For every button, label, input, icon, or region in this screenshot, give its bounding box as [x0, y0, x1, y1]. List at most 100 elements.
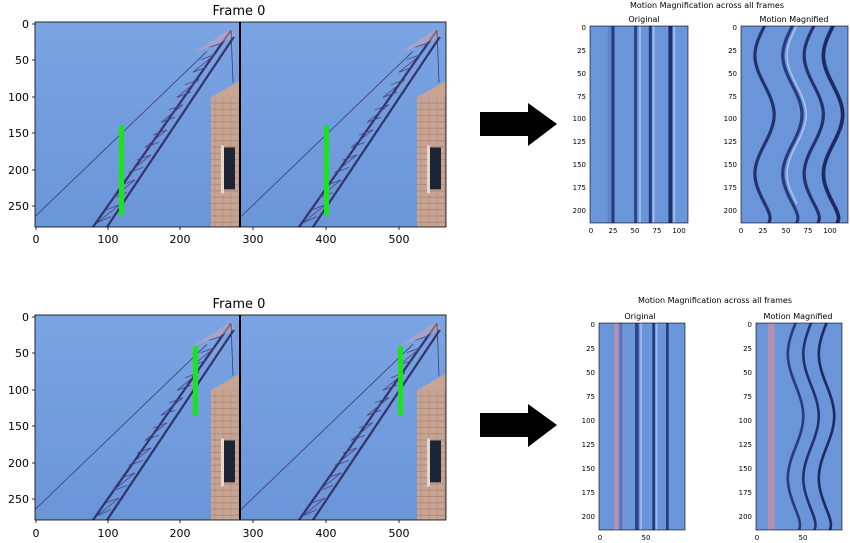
- x-tick-label: 0: [33, 233, 40, 246]
- frame-title: Frame 0: [213, 4, 266, 19]
- y-tick-label: 150: [8, 420, 29, 433]
- row-1: Frame 0 0 50 100 150 200 250: [8, 1, 849, 246]
- y-tick-label: 50: [586, 369, 595, 377]
- panel-x-axis-right: 0 50: [755, 534, 808, 542]
- panel-y-axis-right: 0 25 50 75 100 125 150 175 200: [739, 321, 752, 521]
- y-tick-label: 125: [739, 441, 752, 449]
- x-tick-label: 100: [823, 227, 836, 235]
- y-tick-label: 100: [8, 91, 29, 104]
- panel-y-axis-right: 0 25 50 75 100 125 150 175 200: [724, 24, 737, 215]
- y-tick-label: 175: [573, 184, 586, 192]
- y-tick-label: 250: [8, 493, 29, 506]
- frame-title: Frame 0: [213, 297, 266, 312]
- y-tick-label: 150: [8, 127, 29, 140]
- panel-x-axis-left: 0 25 50 75 100: [589, 227, 686, 235]
- panel-title-magnified: Motion Magnified: [764, 312, 833, 321]
- y-tick-label: 125: [724, 138, 737, 146]
- x-tick-label: 50: [642, 534, 651, 542]
- panel-title-magnified: Motion Magnified: [760, 15, 829, 24]
- x-tick-label: 500: [389, 527, 410, 540]
- y-tick-label: 75: [577, 93, 586, 101]
- y-tick-label: 25: [586, 345, 595, 353]
- y-tick-label: 125: [573, 138, 586, 146]
- x-tick-label: 200: [170, 527, 191, 540]
- panel-original: [598, 322, 686, 531]
- x-tick-label: 100: [98, 527, 119, 540]
- x-tick-label: 0: [33, 527, 40, 540]
- y-tick-label: 200: [582, 513, 595, 521]
- frame-x-axis: 0 100 200 300 400 500: [33, 227, 410, 246]
- y-tick-label: 25: [728, 47, 737, 55]
- y-tick-label: 150: [582, 465, 595, 473]
- x-tick-label: 50: [799, 534, 808, 542]
- x-tick-label: 200: [170, 233, 191, 246]
- y-tick-label: 175: [724, 184, 737, 192]
- y-tick-label: 200: [8, 164, 29, 177]
- y-tick-label: 250: [8, 200, 29, 213]
- x-tick-label: 0: [755, 534, 759, 542]
- panel-magnified: [755, 322, 843, 531]
- mm-title: Motion Magnification across all frames: [630, 1, 784, 10]
- marker-line: [398, 346, 403, 415]
- y-tick-label: 150: [739, 465, 752, 473]
- x-tick-label: 100: [672, 227, 685, 235]
- x-tick-label: 75: [653, 227, 662, 235]
- y-tick-label: 125: [582, 441, 595, 449]
- arrow-right-icon: [480, 404, 557, 447]
- panel-title-original: Original: [628, 15, 659, 24]
- frame-image: [34, 21, 447, 228]
- y-tick-label: 50: [15, 54, 29, 67]
- panel-y-axis-left: 0 25 50 75 100 125 150 175 200: [573, 24, 586, 215]
- mm-title: Motion Magnification across all frames: [638, 296, 792, 305]
- y-tick-label: 50: [728, 70, 737, 78]
- panel-original: [589, 25, 689, 224]
- panel-x-axis-left: 0 50: [598, 534, 651, 542]
- marker-line: [324, 125, 329, 216]
- y-tick-label: 75: [586, 393, 595, 401]
- y-tick-label: 25: [743, 345, 752, 353]
- y-tick-label: 0: [22, 311, 29, 324]
- y-tick-label: 200: [739, 513, 752, 521]
- x-tick-label: 50: [631, 227, 640, 235]
- x-tick-label: 0: [739, 227, 743, 235]
- marker-line: [119, 125, 124, 216]
- y-tick-label: 0: [733, 24, 737, 32]
- y-tick-label: 50: [743, 369, 752, 377]
- y-tick-label: 50: [577, 70, 586, 78]
- y-tick-label: 100: [739, 417, 752, 425]
- frame-y-axis: 0 50 100 150 200 250: [8, 311, 35, 506]
- arrow-right-icon: [480, 103, 557, 146]
- panel-x-axis-right: 0 25 50 75 100: [739, 227, 837, 235]
- frame-x-axis: 0 100 200 300 400 500: [33, 520, 410, 540]
- x-tick-label: 0: [598, 534, 602, 542]
- x-tick-label: 400: [316, 527, 337, 540]
- row-2: Frame 0 0 50 100 150 200 250: [8, 296, 843, 542]
- x-tick-label: 500: [389, 233, 410, 246]
- x-tick-label: 0: [589, 227, 593, 235]
- panel-title-original: Original: [624, 312, 655, 321]
- y-tick-label: 25: [577, 47, 586, 55]
- marker-line: [193, 346, 198, 415]
- x-tick-label: 75: [804, 227, 813, 235]
- y-tick-label: 175: [739, 489, 752, 497]
- x-tick-label: 100: [98, 233, 119, 246]
- y-tick-label: 200: [573, 207, 586, 215]
- panel-y-axis-left: 0 25 50 75 100 125 150 175 200: [582, 321, 595, 521]
- y-tick-label: 0: [591, 321, 595, 329]
- y-tick-label: 100: [724, 115, 737, 123]
- y-tick-label: 100: [8, 384, 29, 397]
- y-tick-label: 0: [748, 321, 752, 329]
- frame-y-axis: 0 50 100 150 200 250: [8, 18, 35, 213]
- y-tick-label: 75: [743, 393, 752, 401]
- x-tick-label: 25: [609, 227, 618, 235]
- y-tick-label: 100: [573, 115, 586, 123]
- x-tick-label: 300: [243, 527, 264, 540]
- x-tick-label: 400: [316, 233, 337, 246]
- x-tick-label: 50: [782, 227, 791, 235]
- y-tick-label: 200: [724, 207, 737, 215]
- y-tick-label: 75: [728, 93, 737, 101]
- y-tick-label: 0: [22, 18, 29, 31]
- y-tick-label: 200: [8, 457, 29, 470]
- y-tick-label: 100: [582, 417, 595, 425]
